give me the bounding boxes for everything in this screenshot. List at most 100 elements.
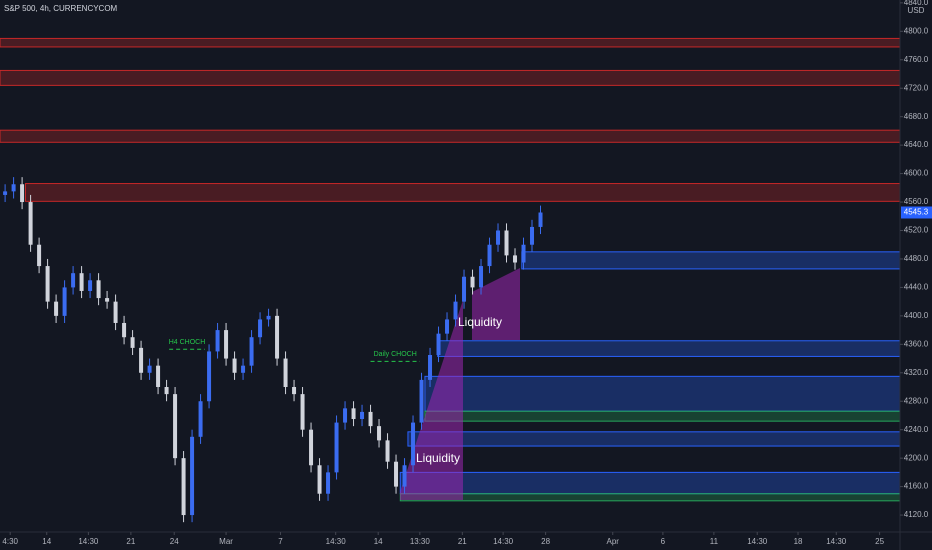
candle-body — [11, 184, 16, 192]
last-price-label: 4545.3 — [904, 208, 929, 217]
x-tick-label: 14 — [42, 537, 51, 546]
candle-body — [419, 379, 424, 423]
candle-body — [479, 266, 484, 288]
candle-body — [190, 436, 195, 516]
x-tick-label: 18 — [794, 537, 803, 546]
candle-body — [215, 330, 220, 352]
zone — [24, 183, 901, 202]
liquidity-label: Liquidity — [458, 315, 502, 329]
zone — [0, 69, 901, 86]
candle-body — [54, 301, 59, 316]
zone — [399, 493, 901, 502]
zone — [399, 471, 901, 495]
candle-body — [113, 301, 118, 323]
axis-unit: USD — [908, 6, 925, 15]
y-tick-label: 4560.0 — [904, 197, 929, 206]
candle-body — [266, 315, 271, 320]
x-tick-label: 24 — [170, 537, 179, 546]
x-tick-label: 28 — [541, 537, 550, 546]
candle-body — [300, 394, 305, 430]
candle-body — [436, 333, 441, 355]
candle-body — [71, 273, 76, 288]
candle-body — [334, 422, 339, 473]
candle-body — [343, 408, 348, 423]
x-tick-label: 11 — [710, 537, 719, 546]
x-tick-label: Mar — [219, 537, 233, 546]
y-tick-label: 4280.0 — [904, 396, 929, 405]
candle-body — [258, 319, 263, 338]
x-tick-label: Apr — [607, 537, 620, 546]
candle-body — [198, 401, 203, 437]
candle-body — [88, 280, 93, 291]
candle-body — [521, 244, 526, 263]
candle-body — [445, 319, 450, 334]
candle-body — [538, 212, 543, 227]
x-tick-label: 14 — [374, 537, 383, 546]
candle-body — [317, 465, 322, 494]
candle-body — [351, 408, 356, 420]
zone — [424, 375, 901, 412]
chart-title: S&P 500, 4h, CURRENCYCOM — [4, 4, 118, 13]
zone — [0, 129, 901, 143]
candle-body — [232, 358, 237, 373]
candle-body — [156, 365, 161, 388]
candle-body — [462, 276, 467, 302]
candle-body — [122, 322, 127, 338]
candle-body — [513, 255, 518, 263]
candle-body — [241, 365, 246, 373]
x-tick-label: 14:30 — [747, 537, 768, 546]
candle-body — [105, 298, 110, 302]
candle-body — [96, 280, 101, 299]
candle-body — [20, 184, 25, 203]
candle-body — [207, 351, 212, 402]
y-tick-label: 4800.0 — [904, 26, 929, 35]
liquidity-area — [472, 268, 520, 340]
liquidity-label: Liquidity — [416, 451, 460, 465]
y-tick-label: 4360.0 — [904, 339, 929, 348]
x-tick-label: 4:30 — [2, 537, 18, 546]
x-tick-label: 14:30 — [493, 537, 514, 546]
y-tick-label: 4160.0 — [904, 482, 929, 491]
y-tick-label: 4480.0 — [904, 254, 929, 263]
candle-body — [326, 472, 331, 494]
candle-body — [62, 287, 67, 316]
candle-body — [130, 337, 135, 348]
y-tick-label: 4600.0 — [904, 169, 929, 178]
x-tick-label: 14:30 — [326, 537, 347, 546]
candle-body — [487, 244, 492, 267]
x-tick-label: 7 — [278, 537, 283, 546]
candle-body — [164, 387, 169, 395]
candle-body — [453, 301, 458, 320]
candle-body — [292, 387, 297, 395]
last-price-tag — [901, 206, 932, 219]
candle-body — [283, 358, 288, 388]
candle-body — [181, 458, 186, 516]
zone — [424, 410, 901, 422]
choch-label: Daily CHOCH — [374, 351, 417, 358]
candle-body — [394, 461, 399, 487]
candle-body — [173, 394, 178, 459]
y-tick-label: 4320.0 — [904, 368, 929, 377]
candle-body — [224, 330, 229, 359]
candle-body — [139, 347, 144, 373]
candle-body — [275, 315, 280, 359]
candle-body — [530, 226, 535, 245]
zone — [521, 251, 901, 270]
candle-body — [496, 230, 501, 245]
x-tick-label: 6 — [661, 537, 666, 546]
y-tick-label: 4520.0 — [904, 226, 929, 235]
candle-body — [147, 365, 152, 373]
y-tick-label: 4200.0 — [904, 453, 929, 462]
candle-body — [385, 440, 390, 462]
candle-body — [428, 354, 433, 380]
candle-body — [411, 422, 416, 466]
y-tick-label: 4400.0 — [904, 311, 929, 320]
candle-body — [249, 337, 254, 366]
candle-body — [470, 276, 475, 288]
y-tick-label: 4680.0 — [904, 112, 929, 121]
y-tick-label: 4640.0 — [904, 140, 929, 149]
y-tick-label: 4440.0 — [904, 283, 929, 292]
zone — [0, 37, 901, 48]
